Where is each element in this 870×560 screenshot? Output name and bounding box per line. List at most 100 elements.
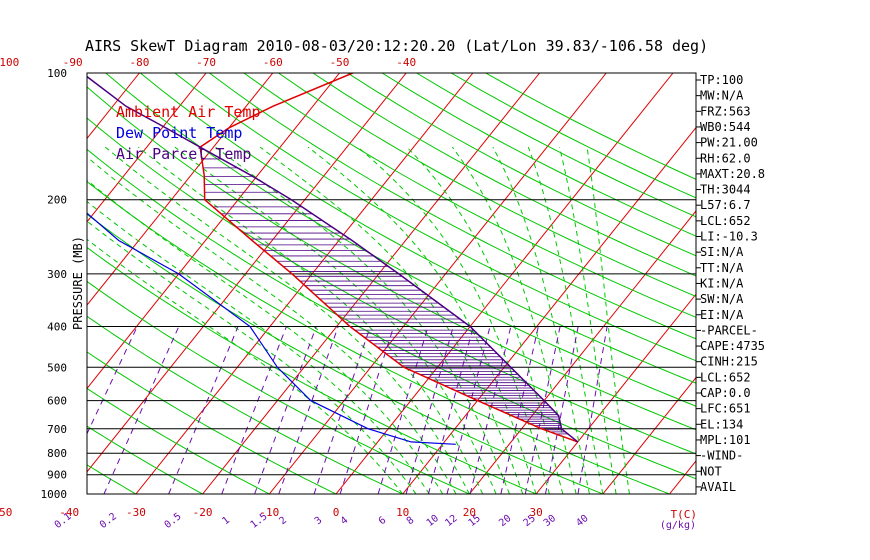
bottom-temp-tick-label: -50 [0, 506, 12, 519]
cape-hatch [200, 149, 568, 435]
moist-adiabat-line [451, 146, 577, 494]
dry-adiabat-line [312, 73, 696, 277]
stability-index-item: TT:N/A [700, 261, 744, 275]
ambient-temperature-line [199, 73, 579, 443]
moist-adiabat-line [87, 238, 404, 494]
mixing-ratio-label: 2 [277, 515, 289, 527]
dry-adiabat-line [87, 351, 337, 494]
legend-ambient-air-temp: Ambient Air Temp [116, 103, 261, 121]
stability-index-item: -WIND- [700, 449, 743, 463]
stability-index-item: FRZ:563 [700, 104, 751, 118]
moist-adiabat-line [87, 156, 457, 494]
stability-index-item: EI:N/A [700, 308, 744, 322]
dry-adiabat-line [105, 73, 696, 407]
moist-adiabat-line [104, 146, 470, 494]
mixing-ratio-label: 12 [443, 513, 459, 529]
dewpoint-line [87, 212, 456, 445]
pressure-tick-label: 200 [47, 194, 67, 207]
mixing-ratio-line [339, 326, 395, 494]
moist-adiabat-line [586, 147, 630, 494]
isotherm-line [268, 73, 607, 494]
grid-layer [0, 73, 696, 494]
bottom-temp-tick-label: 0 [333, 506, 340, 519]
mixing-ratio-line [221, 326, 287, 494]
stability-index-item: RH:62.0 [700, 151, 751, 165]
stability-index-item: -PARCEL- [700, 323, 758, 337]
bottom-temp-tick-label: 20 [463, 506, 476, 519]
mixing-ratio-line [278, 326, 339, 494]
mixing-ratio-line [168, 326, 239, 494]
mixing-ratio-line [427, 326, 474, 494]
mixing-ratio-unit: (g/kg) [660, 520, 696, 531]
stability-index-item: LFC:651 [700, 402, 751, 416]
mixing-ratio-line [254, 326, 317, 494]
isotherm-line [335, 73, 674, 494]
dry-adiabat-line [139, 73, 696, 384]
mixing-ratio-line [87, 326, 138, 435]
stability-index-item: AVAIL [700, 480, 736, 494]
top-temp-tick-label: -60 [263, 56, 283, 69]
dry-adiabat-line [209, 73, 696, 340]
dry-adiabat-line [87, 86, 696, 431]
mixing-ratio-label: 4 [339, 515, 351, 527]
legend: Ambient Air Temp Dew Point Temp Air Parc… [116, 103, 261, 163]
isotherm-line [202, 73, 540, 494]
stability-index-item: MPL:101 [700, 433, 751, 447]
top-temp-tick-label: -50 [330, 56, 350, 69]
isotherm-line [602, 376, 696, 494]
top-temp-tick-label: -70 [196, 56, 216, 69]
x-axis-unit: T(C) [671, 508, 698, 521]
isotherm-line [87, 73, 207, 223]
pressure-tick-label: 100 [47, 67, 67, 80]
stability-index-item: PW:21.00 [700, 136, 758, 150]
dry-adiabat-line [278, 73, 696, 298]
mixing-ratio-label: 0.5 [163, 511, 184, 531]
moist-adiabat-line [259, 146, 524, 494]
isotherm-line [0, 73, 6, 494]
dry-adiabat-line [347, 73, 696, 257]
stability-index-item: TP:100 [700, 73, 743, 87]
pressure-tick-label: 500 [47, 361, 67, 374]
stability-index-item: NOT [700, 464, 722, 478]
stability-index-item: CAPE:4735 [700, 339, 765, 353]
dry-adiabat-line [87, 280, 470, 494]
top-temp-tick-label: -90 [63, 56, 83, 69]
stability-index-item: SI:N/A [700, 245, 744, 259]
stability-index-item: TH:3044 [700, 183, 751, 197]
dry-adiabat-line [87, 425, 203, 494]
mixing-ratio-line [313, 326, 371, 494]
mixing-ratio-line [469, 326, 512, 494]
mixing-ratio-label: 30 [542, 513, 558, 529]
stability-index-item: KI:N/A [700, 276, 744, 290]
bottom-temp-tick-label: -40 [59, 506, 79, 519]
stability-index-item: CAP:0.0 [700, 386, 751, 400]
mixing-ratio-label: 0.2 [98, 511, 119, 531]
dry-adiabat-line [243, 73, 696, 318]
stability-index-item: CINH:215 [700, 355, 758, 369]
moist-adiabat-line [357, 146, 550, 494]
bottom-temp-tick-label: -20 [193, 506, 213, 519]
isotherm-line [402, 126, 696, 494]
mixing-ratio-line [446, 326, 491, 494]
stability-index-item: LCL:652 [700, 370, 751, 384]
stability-index-item: L57:6.7 [700, 198, 751, 212]
stability-index-item: WB0:544 [700, 120, 751, 134]
legend-air-parcel-temp: Air Parcel Temp [116, 145, 251, 163]
dry-adiabat-line [174, 73, 696, 362]
moist-adiabat-line [406, 146, 564, 494]
dry-adiabat-line [87, 246, 537, 494]
isotherm-line [469, 210, 696, 494]
stability-index-item: MW:N/A [700, 89, 744, 103]
pressure-tick-label: 700 [47, 423, 67, 436]
isotherm-line [135, 73, 474, 494]
legend-dew-point-temp: Dew Point Temp [116, 124, 242, 142]
dry-adiabat-line [485, 73, 696, 180]
mixing-ratio-label: 3 [313, 515, 325, 527]
mixing-ratio-label: 20 [497, 513, 513, 529]
stability-index-item: LCL:652 [700, 214, 751, 228]
mixing-ratio-label: 6 [377, 515, 389, 527]
pressure-tick-label: 1000 [41, 488, 68, 501]
stability-index-item: EL:134 [700, 417, 743, 431]
moist-adiabat-line [492, 146, 590, 494]
